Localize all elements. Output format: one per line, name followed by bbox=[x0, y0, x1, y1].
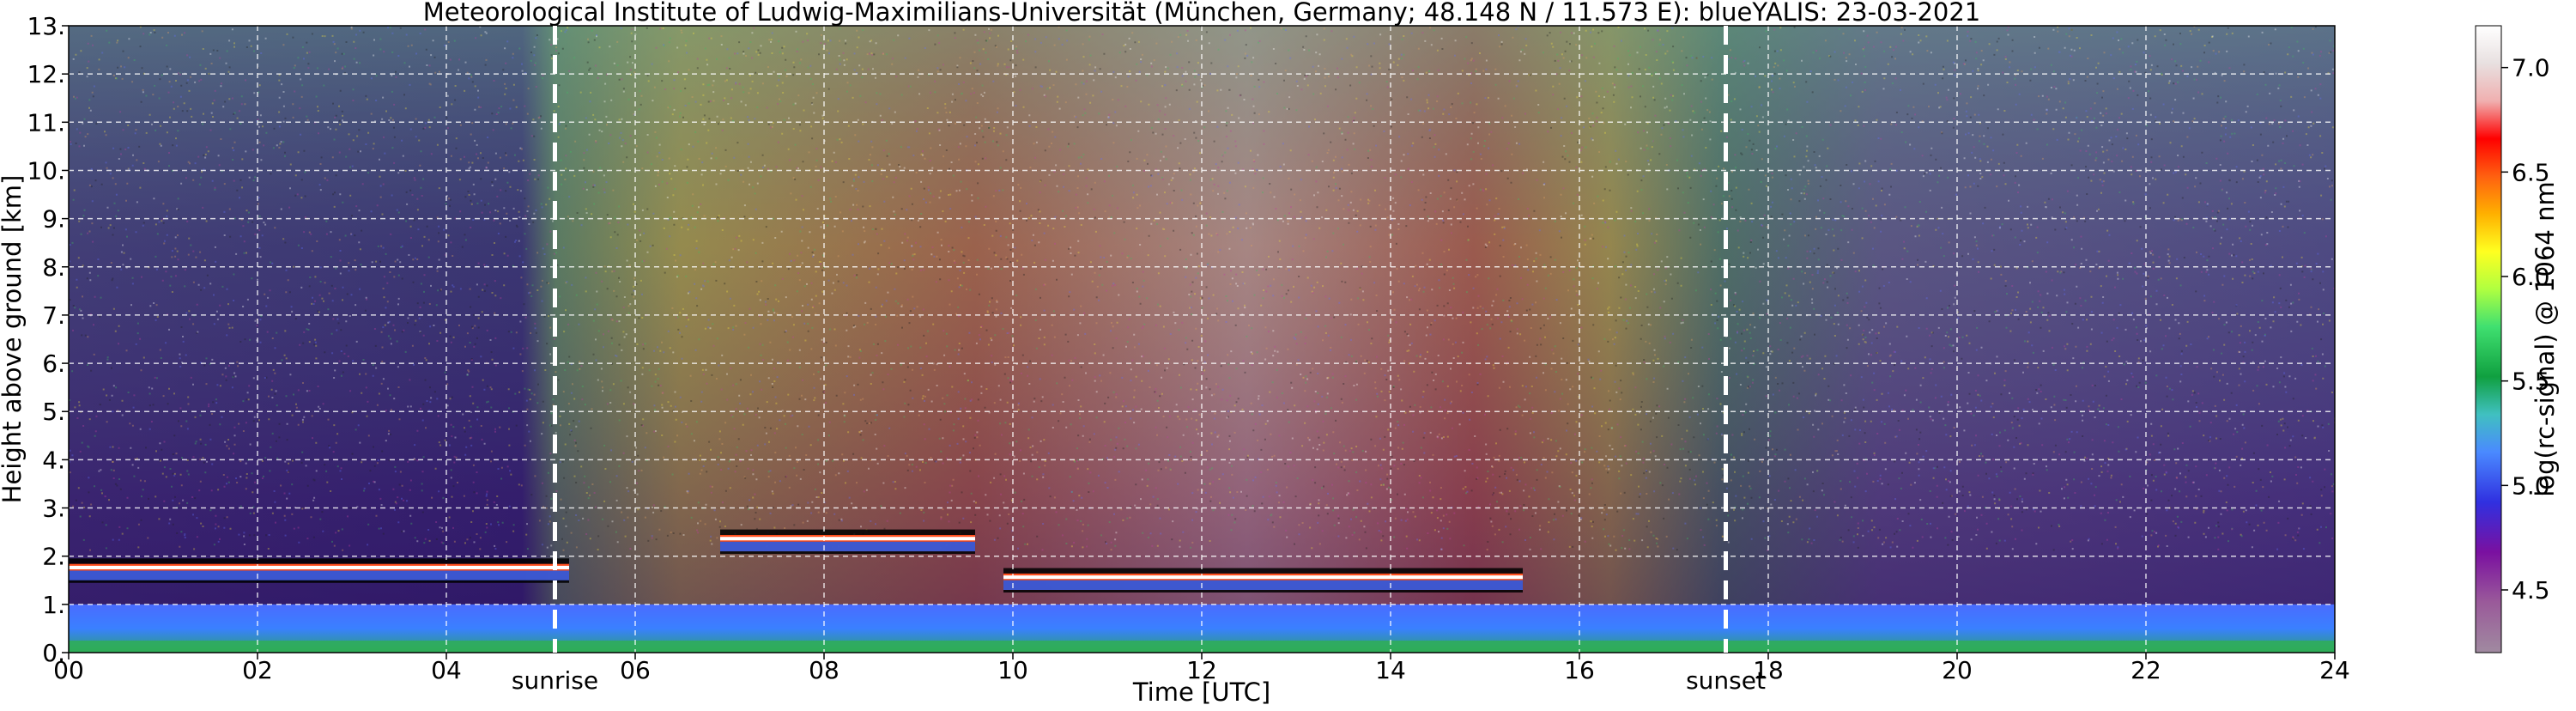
y-tick-label: 2. bbox=[42, 543, 65, 571]
x-axis-label: Time [UTC] bbox=[1132, 678, 1270, 707]
layer-base bbox=[720, 541, 975, 552]
colorbar-tick-label: 6.0 bbox=[2512, 263, 2550, 291]
colorbar-tick-label: 5.5 bbox=[2512, 368, 2550, 396]
y-tick-label: 12. bbox=[27, 60, 65, 88]
signal-noise bbox=[69, 26, 2335, 551]
x-tick-label: 08 bbox=[809, 656, 839, 684]
x-tick-label: 20 bbox=[1942, 656, 1973, 684]
grid bbox=[69, 26, 2335, 653]
sun-annotation-label: sunset bbox=[1686, 666, 1766, 695]
y-tick-label: 7. bbox=[42, 301, 65, 330]
y-axis-ticks: 0. 1. 2. 3. 4. 5. 6. 7. 8. 9. 10. 11. 12. 13. bbox=[27, 12, 69, 667]
x-tick-label: 24 bbox=[2319, 656, 2350, 684]
colorbar-tick-label: 5.0 bbox=[2512, 471, 2550, 500]
aerosol-layer bbox=[720, 537, 975, 541]
y-tick-label: 13. bbox=[27, 12, 65, 40]
chart-title: Meteorological Institute of Ludwig-Maxim… bbox=[423, 0, 1981, 27]
noise-speckle bbox=[69, 26, 2333, 551]
y-axis-label: Height above ground [km] bbox=[0, 175, 27, 504]
colorbar-tick-label: 4.5 bbox=[2512, 576, 2550, 605]
y-tick-label: 8. bbox=[42, 253, 65, 282]
y-tick-label: 4. bbox=[42, 446, 65, 474]
sun-annotation-label: sunrise bbox=[512, 666, 598, 695]
x-tick-label: 22 bbox=[2131, 656, 2161, 684]
x-tick-label: 02 bbox=[242, 656, 273, 684]
layer-base bbox=[69, 570, 569, 580]
y-tick-label: 0. bbox=[42, 639, 65, 667]
x-tick-label: 00 bbox=[53, 656, 84, 684]
colorbar-label: log(rc-signal) @ 1064 nm bbox=[2531, 181, 2560, 496]
colorbar-tick-label: 7.0 bbox=[2512, 54, 2550, 82]
x-tick-label: 14 bbox=[1375, 656, 1406, 684]
colorbar bbox=[2475, 25, 2502, 653]
sun-lines: sunrise sunset bbox=[512, 26, 1766, 695]
x-tick-label: 04 bbox=[431, 656, 462, 684]
aerosol-layer bbox=[69, 565, 569, 569]
y-tick-label: 6. bbox=[42, 349, 65, 378]
y-tick-label: 3. bbox=[42, 495, 65, 523]
x-tick-label: 06 bbox=[620, 656, 651, 684]
x-axis-ticks: 00 02 04 06 08 10 12 14 16 18 20 22 24 bbox=[53, 653, 2350, 684]
y-tick-label: 5. bbox=[42, 398, 65, 426]
colorbar-ticks: 4.5 5.0 5.5 6.0 6.5 7.0 bbox=[2501, 54, 2550, 605]
y-tick-label: 9. bbox=[42, 205, 65, 234]
x-tick-label: 10 bbox=[997, 656, 1028, 684]
x-tick-label: 18 bbox=[1753, 656, 1784, 684]
x-tick-label: 12 bbox=[1186, 656, 1217, 684]
y-tick-label: 1. bbox=[42, 591, 65, 619]
y-tick-label: 11. bbox=[27, 108, 65, 137]
x-tick-label: 16 bbox=[1564, 656, 1595, 684]
layer-base bbox=[1003, 580, 1523, 590]
colorbar-tick-label: 6.5 bbox=[2512, 158, 2550, 186]
y-tick-label: 10. bbox=[27, 156, 65, 185]
aerosol-layer bbox=[1003, 575, 1523, 580]
